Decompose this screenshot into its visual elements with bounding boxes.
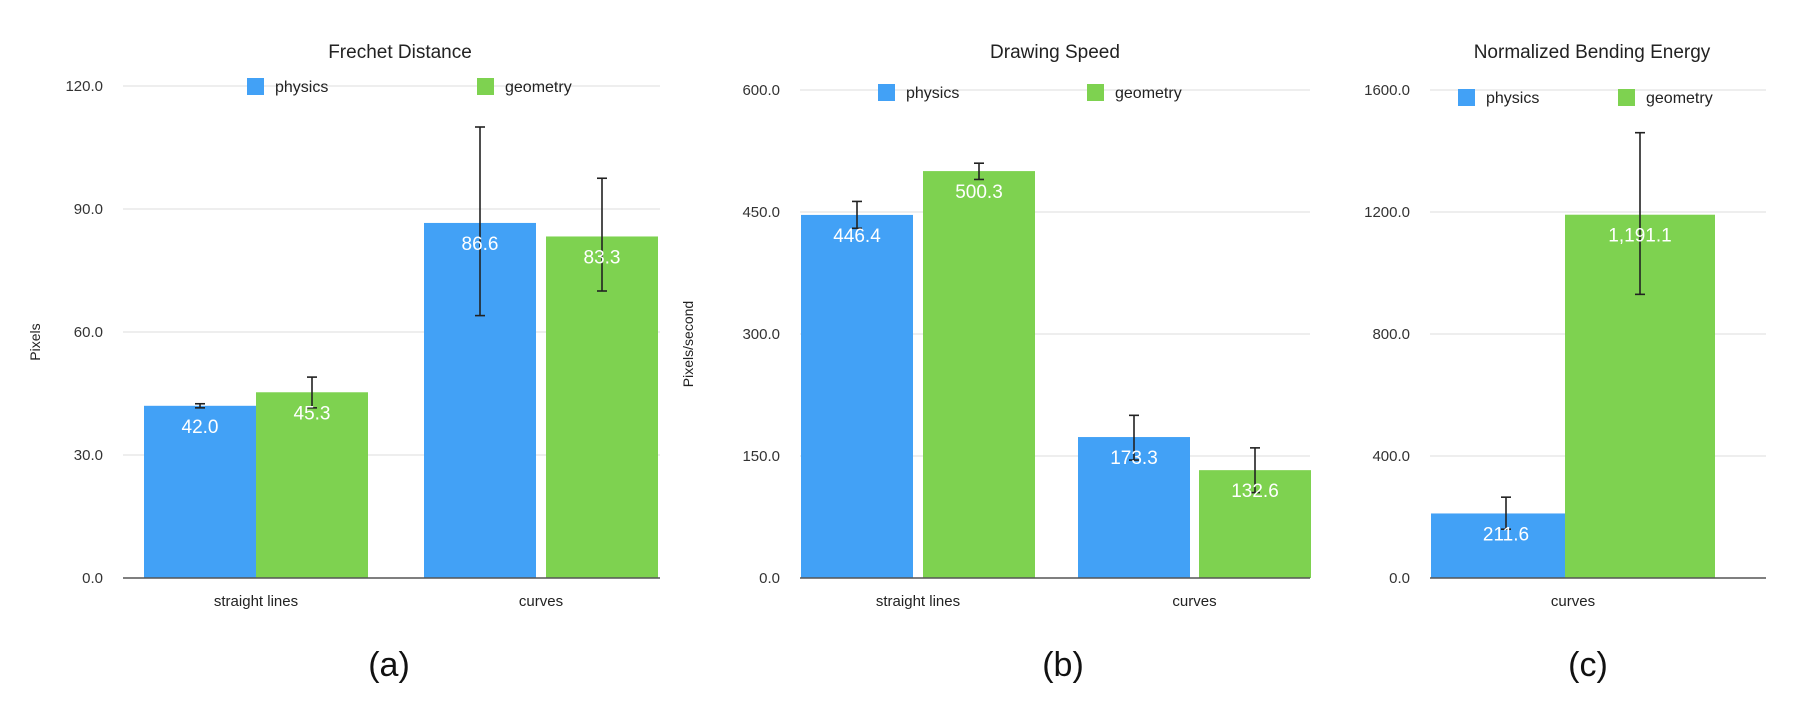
y-tick-label: 0.0 [759, 570, 780, 587]
chart-title: Normalized Bending Energy [1474, 42, 1711, 63]
data-label: 83.3 [584, 247, 621, 268]
legend-label-physics: physics [1486, 90, 1539, 107]
legend-label-geometry: geometry [1646, 90, 1713, 107]
y-tick-label: 600.0 [742, 82, 780, 99]
category-label: curves [1551, 593, 1595, 610]
data-label: 45.3 [294, 403, 331, 424]
y-axis-title: Pixels/second [680, 301, 696, 387]
data-label: 500.3 [955, 182, 1003, 203]
category-label: straight lines [876, 593, 960, 610]
chart-title: Frechet Distance [328, 42, 472, 63]
legend-swatch-geometry [477, 78, 494, 95]
category-label: straight lines [214, 593, 298, 610]
y-tick-label: 0.0 [82, 570, 103, 587]
bar-geometry-1 [546, 236, 658, 578]
data-label: 173.3 [1110, 448, 1158, 469]
chart-panel-2: Drawing Speed 0.0 150.0 300.0 450.0 600.0 Pixe… [680, 42, 1311, 684]
legend-swatch-geometry [1087, 84, 1104, 101]
category-label: curves [519, 593, 563, 610]
data-label: 86.6 [462, 234, 499, 255]
y-tick-label: 800.0 [1372, 326, 1410, 343]
y-tick-label: 450.0 [742, 204, 780, 221]
legend-swatch-physics [878, 84, 895, 101]
chart-panel-3: Normalized Bending Energy 0.0 400.0 800.0 12… [1364, 42, 1766, 684]
y-tick-label: 120.0 [65, 78, 103, 95]
legend-label-geometry: geometry [1115, 85, 1182, 102]
bar-physics-0 [801, 214, 913, 579]
data-label: 211.6 [1483, 524, 1529, 545]
y-tick-label: 60.0 [74, 324, 103, 341]
legend-label-physics: physics [906, 85, 959, 102]
y-tick-label: 1200.0 [1364, 204, 1410, 221]
y-tick-label: 400.0 [1372, 448, 1410, 465]
legend-swatch-geometry [1618, 89, 1635, 106]
panel-label: (b) [1042, 646, 1084, 684]
data-label: 1,191.1 [1608, 226, 1671, 247]
bar-geometry-0 [256, 392, 368, 578]
y-axis-title: Pixels [27, 323, 43, 360]
chart-title: Drawing Speed [990, 42, 1120, 63]
category-label: curves [1172, 593, 1216, 610]
legend-swatch-physics [1458, 89, 1475, 106]
panel-label: (c) [1568, 646, 1608, 684]
y-tick-label: 0.0 [1389, 570, 1410, 587]
legend-label-physics: physics [275, 79, 328, 96]
data-label: 132.6 [1231, 481, 1279, 502]
y-tick-label: 150.0 [742, 448, 780, 465]
y-tick-label: 90.0 [74, 201, 103, 218]
y-tick-label: 300.0 [742, 326, 780, 343]
legend-swatch-physics [247, 78, 264, 95]
panel-label: (a) [368, 646, 410, 684]
bar-physics-0 [144, 405, 256, 578]
data-label: 42.0 [182, 417, 219, 438]
bar-geometry-0 [923, 171, 1035, 578]
data-label: 446.4 [833, 226, 881, 247]
chart-panel-1: Frechet Distance 0.0 30.0 60.0 90.0 120.0 Pixe… [27, 42, 660, 684]
y-tick-label: 30.0 [74, 447, 103, 464]
legend-label-geometry: geometry [505, 79, 572, 96]
y-tick-label: 1600.0 [1364, 82, 1410, 99]
